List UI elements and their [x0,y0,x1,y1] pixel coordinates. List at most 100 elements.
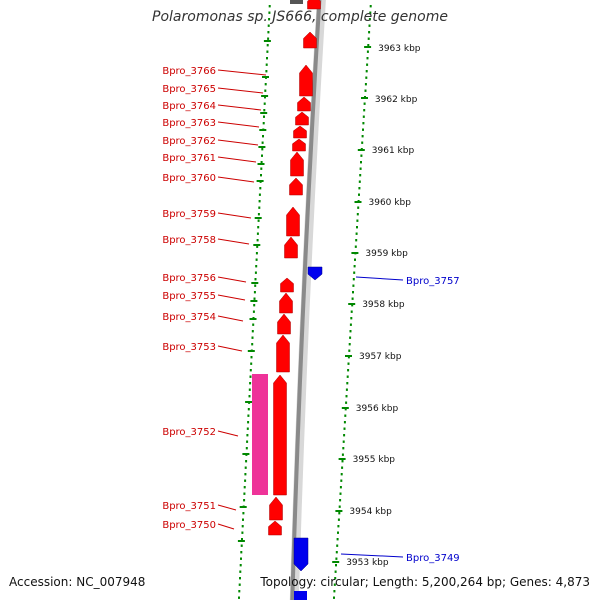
gene-label-Bpro_3752[interactable]: Bpro_3752 [162,427,216,438]
gene-label-Bpro_3751[interactable]: Bpro_3751 [162,501,216,512]
tick-dot-inner [240,551,243,554]
tick-dot-outer [338,505,341,508]
tick-dot-outer [342,447,345,450]
tick-dot-inner [256,245,259,248]
tick-mark-outer [354,201,362,203]
callout-line-Bpro_3756 [217,276,247,283]
tick-dot-outer [341,460,344,463]
tick-dot-inner [267,31,270,34]
tick-mark-inner [242,453,250,455]
callout-line-Bpro_3763 [217,121,260,128]
gene-arrow-Bpro_3761 [290,151,304,177]
tick-dot-inner [246,434,249,437]
gene-arrow-Bpro_3757 [307,266,323,281]
scale-label: 3957 kbp [359,352,402,362]
gene-label-Bpro_3753[interactable]: Bpro_3753 [162,342,216,353]
tick-dot-outer [340,479,343,482]
gene-label-Bpro_3763[interactable]: Bpro_3763 [162,118,216,129]
tick-dot-outer [358,180,361,183]
gene-arrow-Bpro_3760 [289,177,303,196]
tick-dot-inner [268,11,271,14]
gene-arrow-Bpro_3753 [276,334,290,373]
tick-dot-inner [251,330,254,333]
tick-mark-inner [245,401,253,403]
tick-dot-inner [250,362,253,365]
gene-label-Bpro_3765[interactable]: Bpro_3765 [162,84,216,95]
gene-arrow-Bpro_3754 [277,313,291,335]
tick-dot-inner [239,564,242,567]
backbone-line [290,0,322,600]
tick-dot-inner [255,258,258,261]
gene-label-Bpro_3762[interactable]: Bpro_3762 [162,136,216,147]
tick-dot-inner [257,226,260,229]
tick-dot-outer [365,70,368,73]
tick-dot-inner [251,336,254,339]
tick-dot-outer [362,115,365,118]
tick-dot-outer [362,128,364,131]
tick-dot-outer [356,226,358,229]
tick-dot-inner [266,50,269,53]
tick-dot-outer [336,544,339,547]
tick-dot-inner [262,122,265,125]
tick-dot-inner [256,239,259,242]
tick-dot-inner [245,447,248,450]
tick-dot-outer [366,50,369,53]
tick-mark-outer [361,97,368,99]
gene-label-Bpro_3758[interactable]: Bpro_3758 [162,235,216,246]
tick-dot-inner [264,89,267,92]
tick-dot-inner [247,414,250,417]
gene-label-Bpro_3764[interactable]: Bpro_3764 [162,101,216,112]
tick-dot-outer [335,557,338,560]
tick-mark-outer [335,510,343,512]
gene-label-Bpro_3756[interactable]: Bpro_3756 [162,273,216,284]
tick-dot-inner [238,596,240,599]
tick-dot-inner [241,538,243,541]
tick-dot-outer [369,11,372,14]
tick-dot-inner [247,408,250,411]
tick-dot-outer [349,330,352,333]
gene-arrow-Bpro_3766 [299,64,313,97]
gene-arrow-Bpro_3756 [280,277,294,293]
callout-line-Bpro_3749 [340,553,404,558]
tick-mark-inner [262,76,269,78]
gene-label-Bpro_3755[interactable]: Bpro_3755 [162,291,216,302]
tick-dot-outer [353,271,356,274]
tick-mark-outer [345,355,352,357]
gene-arrow-Bpro_3750 [268,520,282,536]
tick-dot-outer [368,24,371,27]
gene-label-Bpro_3749[interactable]: Bpro_3749 [406,553,460,564]
tick-dot-outer [337,531,339,534]
tick-dot-outer [350,310,353,313]
gene-label-Bpro_3757[interactable]: Bpro_3757 [406,276,460,287]
callout-line-Bpro_3758 [217,238,250,245]
tick-dot-outer [350,317,353,320]
gene-label-Bpro_3750[interactable]: Bpro_3750 [162,520,216,531]
tick-dot-inner [244,473,247,476]
tick-dot-inner [261,141,264,144]
tick-mark-inner [260,112,268,114]
gene-callouts: Bpro_3766 Bpro_3765 Bpro_3764 Bpro_3763 Bpro… [162,66,459,564]
gene-label-Bpro_3759[interactable]: Bpro_3759 [162,209,216,220]
tick-mark-inner [259,129,267,131]
gene-label-Bpro_3766[interactable]: Bpro_3766 [162,66,216,77]
gene-label-Bpro_3754[interactable]: Bpro_3754 [162,312,216,323]
tick-mark-inner [258,146,266,148]
gene-arrow-Bpro_3758 [284,236,298,259]
callout-line-Bpro_3762 [217,139,259,146]
scale-label: 3956 kbp [356,404,399,414]
accession-label: Accession: NC_007948 [9,575,146,589]
gene-label-Bpro_3760[interactable]: Bpro_3760 [162,173,216,184]
tick-dot-outer [343,427,346,430]
tick-dot-inner [266,44,269,47]
tick-mark-outer [348,303,356,305]
tick-dot-outer [333,590,336,593]
tick-mark-outer [338,458,346,460]
tick-dot-outer [352,278,355,281]
gene-label-Bpro_3761[interactable]: Bpro_3761 [162,153,216,164]
tick-dot-inner [268,5,271,8]
tick-dot-inner [248,395,251,398]
tick-mark-inner [251,282,259,284]
tick-dot-inner [261,148,264,151]
tick-dot-outer [367,37,370,40]
